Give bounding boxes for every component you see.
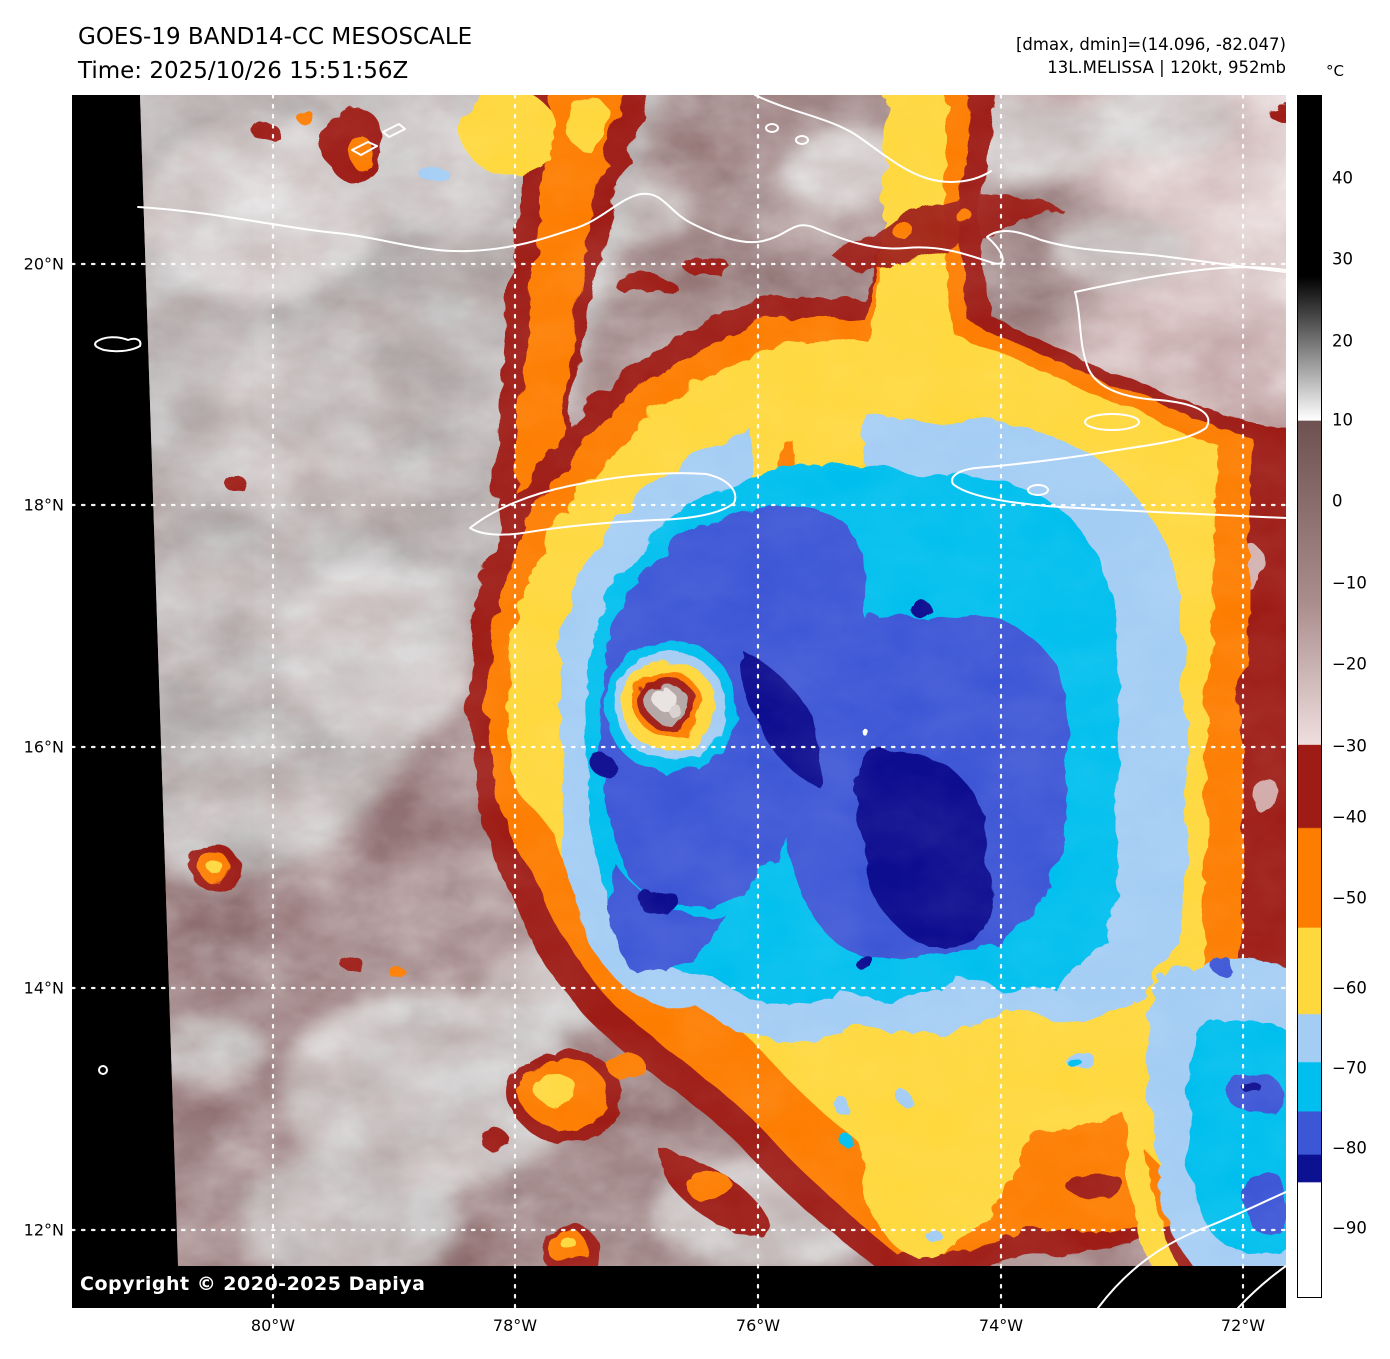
- lat-tick-label: 12°N: [23, 1220, 64, 1240]
- lon-tick-label: 78°W: [492, 1316, 538, 1335]
- storm-status-readout: 13L.MELISSA | 120kt, 952mb: [1047, 58, 1286, 77]
- lon-tick-label: 80°W: [250, 1316, 296, 1335]
- satellite-image: [72, 95, 1286, 1308]
- colorbar-tick-label: −50: [1332, 888, 1367, 908]
- timestamp: Time: 2025/10/26 15:51:56Z: [78, 58, 409, 84]
- product-title: GOES-19 BAND14-CC MESOSCALE: [78, 24, 473, 50]
- colorbar-tick-label: 0: [1332, 491, 1343, 511]
- lat-tick-label: 16°N: [23, 737, 64, 757]
- colorbar-tick-label: −10: [1332, 573, 1367, 593]
- info-block: [dmax, dmin]=(14.096, -82.047) 13L.MELIS…: [1016, 33, 1286, 79]
- coastline-overlay: [94, 95, 1286, 1308]
- colorbar-tick-label: 40: [1332, 168, 1353, 188]
- data-region: [140, 95, 1286, 1266]
- lat-tick-label: 14°N: [23, 978, 64, 998]
- lon-tick-label: 72°W: [1220, 1316, 1266, 1335]
- colorbar-unit-label: °C: [1326, 62, 1344, 80]
- lon-tick-label: 74°W: [978, 1316, 1024, 1335]
- colorbar-tick-label: −90: [1332, 1218, 1367, 1238]
- colorbar-tick-label: −40: [1332, 807, 1367, 827]
- temperature-colorbar: [1297, 95, 1322, 1298]
- title-block: GOES-19 BAND14-CC MESOSCALE Time: 2025/1…: [78, 20, 472, 88]
- colorbar-tick-label: 20: [1332, 331, 1353, 351]
- colorbar-tick-label: 10: [1332, 410, 1353, 430]
- colorbar-tick-label: −20: [1332, 654, 1367, 674]
- colorbar-tick-label: 30: [1332, 249, 1353, 269]
- lat-tick-label: 18°N: [23, 495, 64, 515]
- dmax-dmin-readout: [dmax, dmin]=(14.096, -82.047): [1016, 35, 1286, 54]
- latlon-grid: [72, 95, 1286, 1308]
- colorbar-tick-label: −30: [1332, 736, 1367, 756]
- copyright-watermark: Copyright © 2020-2025 Dapiya: [80, 1273, 426, 1295]
- satellite-map-canvas: Copyright © 2020-2025 Dapiya: [72, 95, 1286, 1308]
- colorbar-tick-label: −70: [1332, 1058, 1367, 1078]
- colorbar-tick-label: −60: [1332, 978, 1367, 998]
- colorbar-tick-label: −80: [1332, 1138, 1367, 1158]
- lat-tick-label: 20°N: [23, 254, 64, 274]
- lon-tick-label: 76°W: [735, 1316, 781, 1335]
